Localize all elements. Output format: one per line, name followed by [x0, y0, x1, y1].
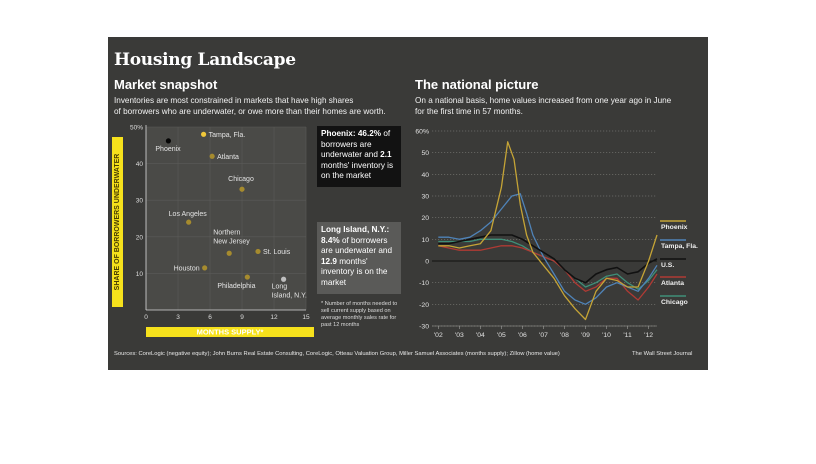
national-picture-title: The national picture: [415, 77, 539, 92]
phoenix-callout-mid: of borrowers are underwater and: [321, 129, 391, 159]
scatter-point-los-angeles: [186, 219, 192, 225]
scatter-point-label: Los Angeles: [169, 211, 208, 218]
line-x-tick-label: '04: [476, 332, 485, 339]
scatter-point-label: Phoenix: [155, 146, 181, 153]
scatter-y-tick-label: 40: [136, 161, 144, 168]
scatter-y-tick-label: 20: [136, 234, 144, 241]
line-y-tick-label: -10: [419, 280, 429, 287]
scatter-y-axis-title: SHARE OF BORROWERS UNDERWATER: [114, 154, 121, 291]
scatter-x-axis-title: MONTHS SUPPLY*: [197, 328, 264, 337]
scatter-point-long-island-n-y: [281, 276, 287, 282]
scatter-point-st-louis: [255, 248, 261, 255]
y-axis-title-bar: [112, 137, 123, 307]
line-y-tick-label: 50: [421, 150, 429, 157]
scatter-y-tick-label: 10: [136, 271, 144, 278]
scatter-point-label: Philadelphia: [217, 283, 255, 290]
line-y-tick-label: 20: [421, 215, 429, 222]
scatter-plot-area: [146, 127, 306, 310]
phoenix-callout-pct: 46.2%: [357, 129, 382, 138]
line-x-tick-label: '07: [539, 332, 548, 339]
charts-svg: 0 3 6 9 12 15 10 20 30 40 50% SHARE OF BORROWERS UN…: [112, 125, 698, 339]
line-series-phoenix: [438, 141, 658, 321]
scatter-point-philadelphia: [244, 274, 250, 280]
scatter-point-phoenix: [165, 138, 171, 144]
phoenix-callout-months: 2.1: [380, 150, 392, 159]
phoenix-callout: Phoenix: 46.2% of borrowers are underwat…: [317, 126, 401, 187]
line-x-tick-label: '10: [602, 332, 611, 339]
x-axis-title-bar: [146, 327, 314, 337]
phoenix-callout-name: Phoenix:: [321, 129, 356, 138]
line-x-tick-label: '11: [623, 332, 632, 339]
line-series-atlanta: [438, 245, 658, 301]
line-x-tick-label: '05: [497, 332, 506, 339]
scatter-x-tick-label: 15: [302, 314, 310, 321]
scatter-point-label: Chicago: [228, 176, 254, 183]
scatter-x-tick-label: 9: [240, 314, 244, 321]
legend-label-phoenix: Phoenix: [661, 224, 688, 231]
market-snapshot-description: Inventories are most constrained in mark…: [114, 96, 386, 117]
line-x-tick-label: '02: [434, 332, 443, 339]
national-picture-description-line1: On a national basis, home values increas…: [415, 96, 672, 105]
legend-label-tampa-fla: Tampa, Fla.: [661, 243, 698, 250]
line-y-tick-label: 0: [425, 259, 429, 266]
scatter-point-chicago: [239, 186, 245, 192]
scatter-point-label: New Jersey: [213, 238, 250, 245]
line-x-tick-label: '03: [455, 332, 464, 339]
line-y-tick-label: 60%: [415, 129, 429, 136]
long-island-callout-mid: of borrowers are underwater and: [321, 235, 393, 256]
line-y-tick-label: 10: [421, 237, 429, 244]
long-island-callout-months: 12.9: [321, 256, 337, 266]
scatter-point-tampa-fla: [201, 131, 207, 137]
line-series-u-s: [438, 234, 658, 284]
line-x-tick-label: '09: [581, 332, 590, 339]
line-x-tick-label: '12: [644, 332, 653, 339]
scatter-point-label: Long: [272, 283, 288, 290]
scatter-y-tick-label: 50%: [130, 125, 143, 132]
national-picture-description: On a national basis, home values increas…: [415, 96, 671, 117]
scatter-x-tick-label: 12: [270, 314, 278, 321]
graphic-panel: Housing Landscape Market snapshot Invent…: [108, 37, 708, 370]
scatter-x-tick-label: 3: [176, 314, 180, 321]
scatter-point-label: Houston: [174, 265, 200, 272]
sources-note: Sources: CoreLogic (negative equity); Jo…: [114, 351, 560, 357]
scatter-point-label: Island, N.Y.: [272, 292, 307, 299]
scatter-x-tick-label: 6: [208, 314, 212, 321]
publisher-credit: The Wall Street Journal: [632, 351, 693, 357]
line-y-tick-label: 40: [421, 172, 429, 179]
scatter-y-tick-label: 30: [136, 198, 144, 205]
long-island-callout-tail: months' inventory is on the market: [321, 256, 388, 287]
line-y-tick-label: 30: [421, 194, 429, 201]
scatter-point-houston: [202, 265, 208, 271]
long-island-callout-name: Long Island, N.Y.:: [321, 225, 390, 234]
scatter-point-label: Tampa, Fla.: [209, 132, 246, 139]
line-series-tampa-fla: [438, 193, 658, 305]
national-picture-description-line2: for the first time in 57 months.: [415, 106, 523, 116]
scatter-point-northern-new-jersey: [226, 250, 232, 256]
page-title: Housing Landscape: [114, 50, 296, 70]
long-island-callout-pct: 8.4%: [321, 235, 340, 245]
scatter-point-atlanta: [209, 153, 215, 159]
market-snapshot-title: Market snapshot: [114, 77, 218, 92]
scatter-point-label: Atlanta: [217, 154, 239, 161]
scatter-x-tick-label: 0: [144, 314, 148, 321]
legend-label-chicago: Chicago: [661, 299, 688, 306]
scatter-point-label: Northern: [213, 229, 240, 236]
phoenix-callout-tail: months' inventory is on the market: [321, 160, 394, 181]
line-x-tick-label: '06: [518, 332, 527, 339]
long-island-callout: Long Island, N.Y.: 8.4% of borrowers are…: [317, 222, 401, 294]
market-snapshot-description-line1: Inventories are most constrained in mark…: [114, 96, 354, 105]
months-supply-footnote: * Number of months needed to sell curren…: [321, 301, 398, 328]
scatter-point-label: St. Louis: [263, 249, 291, 256]
legend-label-u-s: U.S.: [661, 262, 674, 269]
line-x-tick-label: '08: [560, 332, 569, 339]
legend-label-atlanta: Atlanta: [661, 280, 684, 287]
line-y-tick-label: -20: [419, 302, 429, 309]
market-snapshot-description-line2: of borrowers who are underwater, or owe …: [114, 106, 386, 116]
line-y-tick-label: -30: [419, 324, 429, 331]
